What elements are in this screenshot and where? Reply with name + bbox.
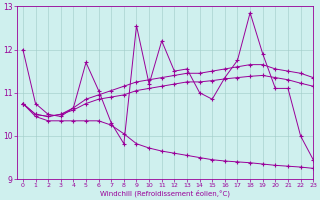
- X-axis label: Windchill (Refroidissement éolien,°C): Windchill (Refroidissement éolien,°C): [100, 190, 230, 197]
